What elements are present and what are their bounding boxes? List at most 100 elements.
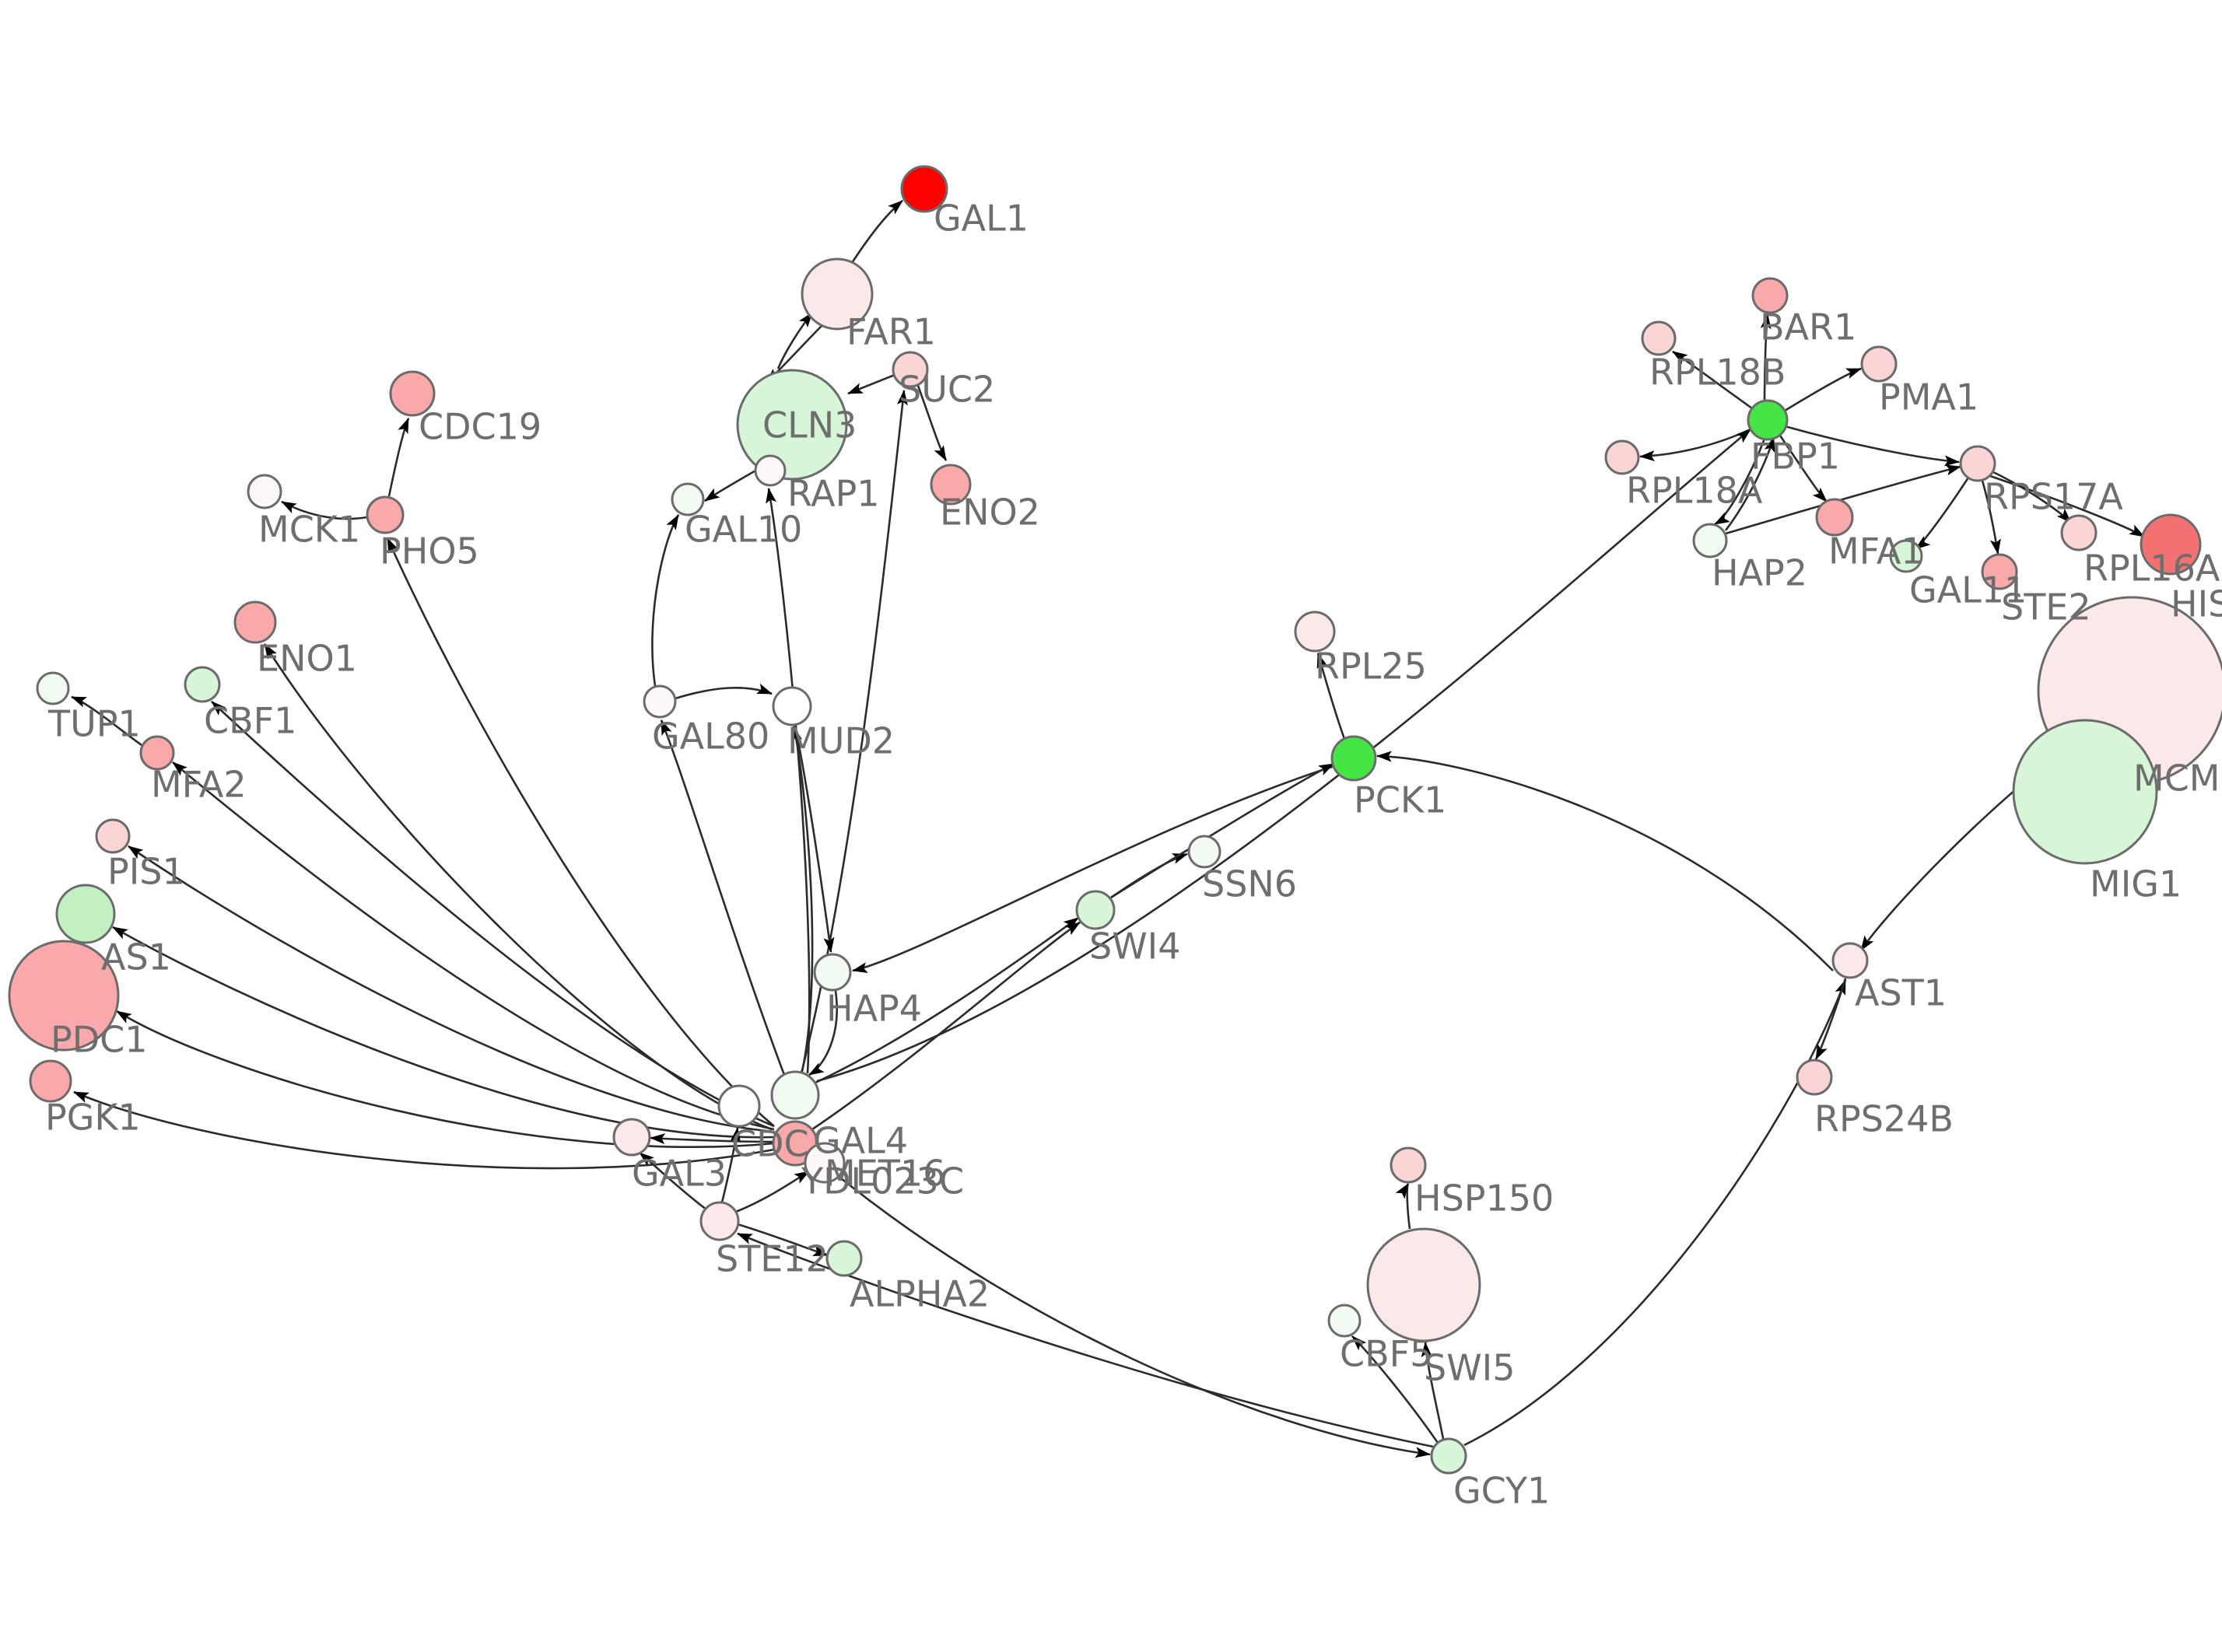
node-mig1[interactable]	[2012, 719, 2158, 865]
node-gal80[interactable]	[643, 684, 677, 719]
edge-fbp1-to-mfa1[interactable]	[1779, 435, 1828, 502]
node-hap2[interactable]	[1692, 523, 1728, 558]
node-mud2[interactable]	[772, 686, 812, 726]
edge-fbp1-to-pma1[interactable]	[1784, 367, 1862, 412]
edge-ast1-to-rps24b[interactable]	[1814, 978, 1847, 1060]
node-ssn6[interactable]	[1187, 835, 1221, 869]
node-rpl18a[interactable]	[1604, 439, 1640, 475]
edge-gcy1-to-cbf5[interactable]	[1351, 1335, 1439, 1444]
edge-met16-to-mud2[interactable]	[791, 725, 814, 1076]
edge-met16-to-fbp1[interactable]	[816, 429, 1751, 1083]
node-ste12[interactable]	[699, 1201, 740, 1241]
node-eno1[interactable]	[233, 600, 277, 644]
node-pck1[interactable]	[1330, 735, 1377, 782]
node-rps17a[interactable]	[1959, 445, 1996, 482]
edge-swi4-to-pck1[interactable]	[1110, 762, 1334, 899]
node-cdc19[interactable]	[389, 370, 436, 417]
edge-gal4-to-pho5[interactable]	[386, 537, 775, 1127]
node-gal10[interactable]	[671, 482, 705, 516]
node-gal11[interactable]	[1889, 539, 1923, 573]
edge-ste12-to-alpha2[interactable]	[737, 1223, 829, 1257]
edge-gal80-to-gal10[interactable]	[651, 514, 680, 687]
node-mck1[interactable]	[247, 474, 282, 509]
edge-met16-to-swi4[interactable]	[815, 916, 1079, 1084]
edge-fbp1-to-rpl18b[interactable]	[1672, 350, 1753, 410]
edge-met16-to-gal80[interactable]	[660, 719, 786, 1076]
edge-gal4-to-eno1[interactable]	[263, 643, 773, 1131]
edge-hap2-to-rps17a[interactable]	[1725, 464, 1962, 535]
node-eno2[interactable]	[930, 464, 972, 506]
edge-gcy1-to-ste12[interactable]	[737, 1232, 1434, 1448]
node-mfa1[interactable]	[1815, 498, 1854, 537]
node-met16[interactable]	[770, 1070, 820, 1120]
edge-mfa2-to-tup1[interactable]	[71, 695, 142, 747]
node-tup1[interactable]	[36, 671, 70, 705]
edge-cln3-to-gal10[interactable]	[704, 465, 763, 502]
node-ste2[interactable]	[1981, 553, 2018, 590]
node-gal3[interactable]	[612, 1118, 651, 1157]
node-hsp150[interactable]	[1390, 1146, 1427, 1184]
edge-pho5-to-cdc19[interactable]	[387, 418, 410, 497]
edge-rps17a-to-ste2[interactable]	[1981, 480, 2001, 555]
edge-suc2-to-cln3[interactable]	[847, 373, 895, 395]
node-cbf5[interactable]	[1327, 1304, 1362, 1338]
edge-ste12-to-gal3[interactable]	[639, 1151, 707, 1211]
node-suc2[interactable]	[892, 351, 929, 388]
edge-gcy1-to-ast1[interactable]	[1463, 979, 1847, 1447]
node-ast1[interactable]	[1831, 942, 1869, 979]
edge-mud2-to-hap4[interactable]	[794, 724, 835, 954]
node-pma1[interactable]	[1860, 345, 1898, 383]
node-gal1[interactable]	[900, 165, 948, 213]
node-mfa2[interactable]	[139, 735, 175, 771]
edge-fbp1-to-bar1[interactable]	[1760, 313, 1772, 402]
edge-pck1-to-hap4[interactable]	[851, 765, 1335, 973]
edge-cln3-to-far1[interactable]	[776, 312, 814, 369]
edge-hap4-to-met16[interactable]	[808, 990, 838, 1076]
node-cln3[interactable]	[736, 369, 848, 481]
node-swi4[interactable]	[1075, 890, 1116, 930]
node-fbp1[interactable]	[1747, 399, 1789, 441]
edge-gal4-to-as1[interactable]	[112, 926, 775, 1139]
edge-gal4-to-gcy1[interactable]	[815, 1157, 1432, 1458]
node-swi5[interactable]	[1366, 1227, 1481, 1342]
node-bar1[interactable]	[1751, 277, 1789, 314]
edge-met16-to-rap1[interactable]	[766, 487, 811, 1074]
node-rap1[interactable]	[754, 454, 787, 487]
edge-gal4-to-pdc1[interactable]	[116, 1010, 775, 1148]
edge-pck1-to-rpl25[interactable]	[1316, 653, 1346, 740]
node-pgk1[interactable]	[29, 1059, 72, 1103]
edge-rps17a-to-his4[interactable]	[1989, 474, 2145, 538]
node-hap4[interactable]	[813, 953, 852, 992]
edge-far1-to-gal1[interactable]	[850, 200, 903, 264]
node-cdc[interactable]	[717, 1084, 761, 1128]
edge-swi5-to-hsp150[interactable]	[1395, 1183, 1411, 1230]
edge-fbp1-to-rps17a[interactable]	[1784, 425, 1961, 467]
node-as1[interactable]	[55, 884, 116, 944]
edge-pho5-to-mck1[interactable]	[281, 500, 368, 520]
node-his4[interactable]	[2140, 513, 2202, 576]
node-pho5[interactable]	[366, 495, 405, 534]
node-rpl18b[interactable]	[1641, 320, 1677, 356]
edge-gal4-to-gal3[interactable]	[649, 1133, 776, 1145]
node-pis1[interactable]	[95, 818, 131, 854]
edge-ste12-to-cdc[interactable]	[720, 1126, 741, 1203]
edge-suc2-to-eno2[interactable]	[916, 385, 948, 461]
edge-gal4-to-mfa2[interactable]	[172, 761, 775, 1131]
edge-gal4-to-pgk1[interactable]	[73, 1090, 775, 1170]
edge-gcy1-to-swi5[interactable]	[1421, 1341, 1445, 1440]
edge-ste12-to-ydl023c[interactable]	[735, 1170, 810, 1213]
edge-gal4-to-swi4[interactable]	[811, 921, 1081, 1131]
edge-gal4-to-pis1[interactable]	[128, 845, 775, 1133]
node-pdc1[interactable]	[8, 940, 120, 1052]
node-rpl25[interactable]	[1294, 611, 1336, 653]
edge-gal4-to-cbf1[interactable]	[211, 701, 775, 1128]
edge-fbp1-to-hap2[interactable]	[1714, 438, 1766, 526]
node-alpha2[interactable]	[825, 1240, 863, 1277]
node-far1[interactable]	[801, 257, 874, 331]
edge-gal80-to-mud2[interactable]	[675, 683, 773, 700]
edge-ast1-to-pck1[interactable]	[1376, 751, 1834, 971]
node-cbf1[interactable]	[184, 666, 221, 703]
node-rps24b[interactable]	[1796, 1059, 1833, 1096]
edge-hap2-to-fbp1[interactable]	[1724, 436, 1775, 531]
node-rpl16a[interactable]	[2060, 514, 2098, 551]
